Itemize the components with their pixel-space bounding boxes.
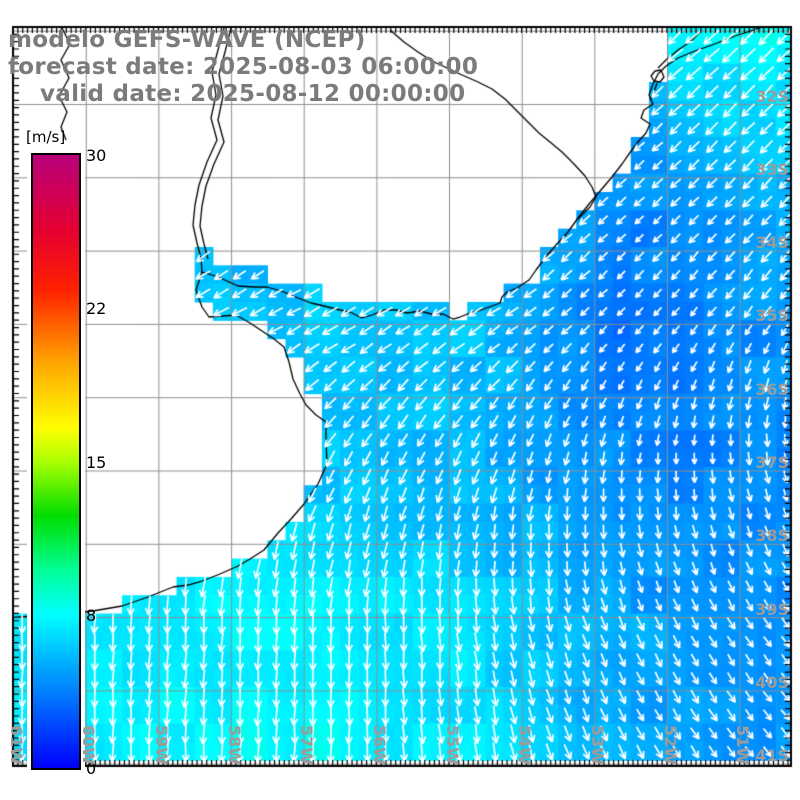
lon-label: 55W — [442, 725, 462, 765]
lon-label: 56W — [369, 725, 389, 765]
lat-label: 38S — [755, 526, 789, 546]
lat-label: 37S — [755, 453, 789, 472]
colorbar-gradient — [31, 153, 81, 770]
forecast-date: forecast date: 2025-08-03 06:00:00 — [8, 54, 479, 80]
lon-label: 57W — [297, 725, 317, 765]
lon-label: 60W — [79, 725, 99, 765]
lat-label: 34S — [755, 233, 789, 253]
lon-label: 54W — [515, 725, 535, 765]
colorbar-tick-label: 30 — [86, 146, 107, 165]
lat-label: 32S — [755, 86, 789, 106]
lon-label: 51W — [733, 725, 753, 765]
lon-label: 59W — [151, 725, 171, 765]
map-title: modelo GEFS-WAVE (NCEP) — [8, 27, 366, 53]
colorbar-unit-label: [m/s] — [26, 128, 66, 146]
lon-label: 52W — [660, 725, 680, 765]
colorbar-tick-label: 22 — [86, 299, 107, 319]
lat-label: 41S — [755, 746, 789, 766]
colorbar-tick-label: 15 — [86, 452, 107, 472]
colorbar-tick-label: 0 — [86, 759, 97, 778]
lon-label: 61W — [6, 725, 26, 765]
lat-label: 35S — [755, 306, 789, 326]
lat-label: 39S — [755, 599, 789, 619]
colorbar-tick-label: 8 — [86, 605, 97, 625]
lon-label: 53W — [587, 725, 607, 765]
lat-label: 40S — [755, 672, 789, 692]
valid-date: valid date: 2025-08-12 00:00:00 — [40, 81, 466, 107]
lat-label: 36S — [755, 379, 789, 399]
lon-label: 58W — [224, 725, 244, 765]
lat-label: 33S — [755, 159, 789, 179]
